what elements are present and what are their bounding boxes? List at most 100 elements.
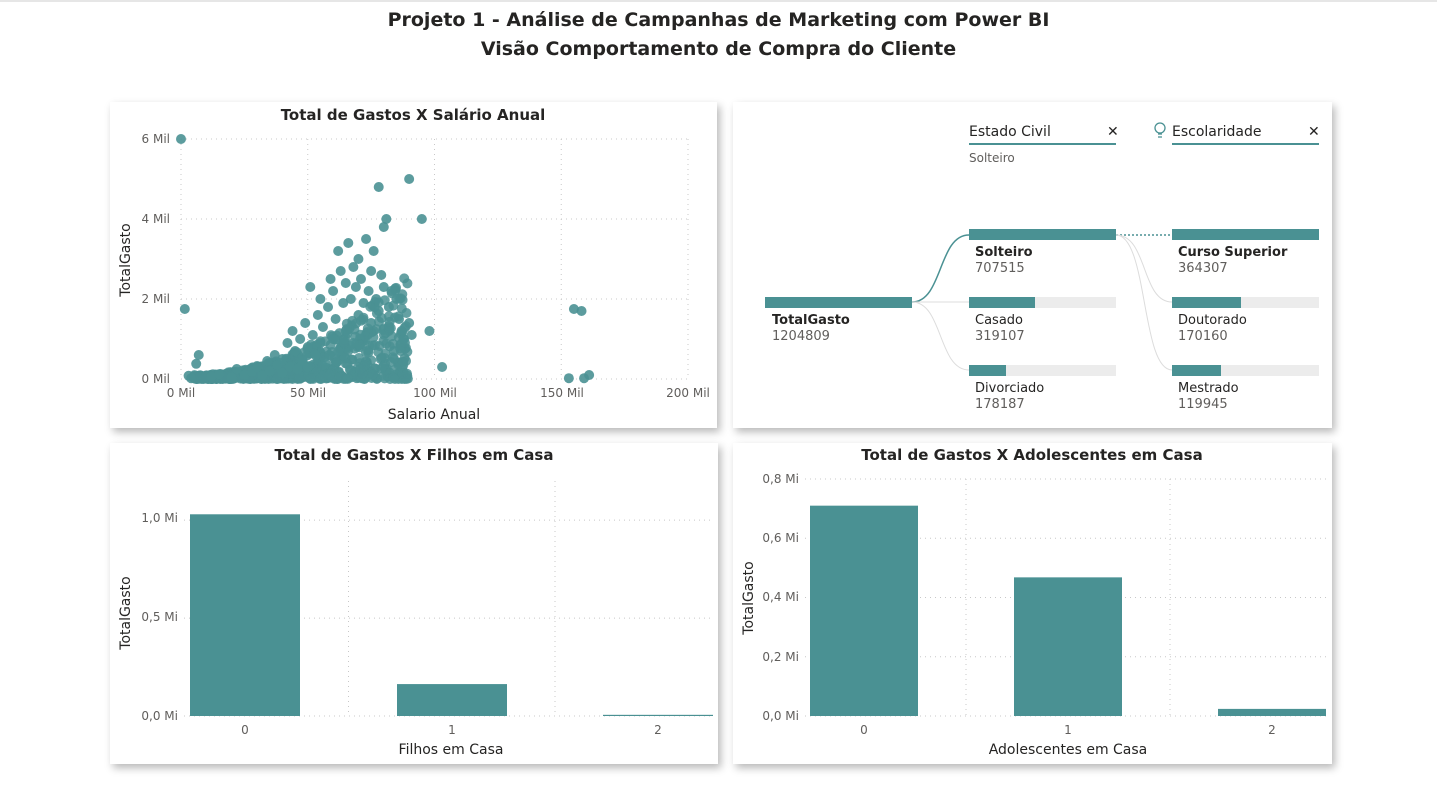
scatter-point[interactable]: [568, 304, 579, 314]
scatter-point[interactable]: [206, 371, 217, 382]
scatter-point[interactable]: [350, 282, 361, 292]
scatter-point[interactable]: [310, 350, 321, 360]
scatter-point[interactable]: [424, 326, 435, 336]
scatter-point[interactable]: [338, 337, 349, 348]
scatter-point[interactable]: [231, 364, 242, 374]
scatter-point[interactable]: [333, 346, 344, 356]
scatter-point[interactable]: [214, 369, 225, 380]
scatter-point[interactable]: [401, 307, 412, 318]
scatter-point[interactable]: [328, 334, 339, 344]
scatter-point[interactable]: [437, 362, 448, 372]
scatter-point[interactable]: [358, 298, 369, 308]
scatter-point[interactable]: [355, 274, 366, 284]
scatter-point[interactable]: [345, 294, 356, 304]
scatter-point[interactable]: [366, 266, 377, 276]
scatter-point[interactable]: [176, 134, 186, 144]
scatter-point[interactable]: [363, 286, 374, 296]
bar[interactable]: [190, 514, 300, 716]
scatter-point[interactable]: [333, 246, 344, 256]
scatter-point[interactable]: [371, 294, 382, 304]
root-bar[interactable]: [765, 297, 912, 308]
scatter-point[interactable]: [191, 358, 202, 369]
bar[interactable]: [810, 505, 918, 716]
scatter-point[interactable]: [391, 294, 402, 304]
scatter-point[interactable]: [317, 322, 328, 332]
scatter-point[interactable]: [342, 372, 353, 383]
scatter-point[interactable]: [576, 306, 587, 316]
scatter-point[interactable]: [294, 372, 305, 383]
adolescentes-chart-panel[interactable]: Total de Gastos X Adolescentes em Casa 0…: [733, 443, 1332, 764]
scatter-point[interactable]: [353, 254, 364, 264]
level1-bar-divorciado[interactable]: [969, 365, 1006, 376]
scatter-point[interactable]: [376, 270, 387, 280]
filhos-chart-panel[interactable]: Total de Gastos X Filhos em Casa 0,0 Mi …: [110, 443, 718, 764]
scatter-point[interactable]: [315, 338, 326, 348]
scatter-point[interactable]: [307, 330, 318, 340]
scatter-point[interactable]: [416, 214, 427, 224]
scatter-point[interactable]: [404, 318, 415, 328]
scatter-point[interactable]: [404, 174, 415, 184]
scatter-point[interactable]: [257, 370, 268, 381]
scatter-point[interactable]: [314, 373, 325, 384]
scatter-point[interactable]: [325, 274, 336, 284]
scatter-point[interactable]: [300, 318, 311, 328]
scatter-point[interactable]: [282, 338, 293, 348]
scatter-point[interactable]: [563, 373, 574, 384]
scatter-point[interactable]: [335, 266, 346, 276]
scatter-point[interactable]: [398, 356, 409, 367]
scatter-point[interactable]: [584, 370, 595, 380]
scatter-point[interactable]: [186, 373, 197, 384]
scatter-point[interactable]: [340, 326, 351, 336]
scatter-point[interactable]: [292, 364, 303, 374]
lightbulb-icon[interactable]: [1154, 122, 1166, 138]
scatter-point[interactable]: [341, 318, 352, 329]
scatter-point[interactable]: [368, 246, 379, 256]
scatter-point[interactable]: [388, 353, 399, 364]
scatter-point[interactable]: [361, 234, 372, 244]
scatter-point[interactable]: [378, 335, 389, 346]
scatter-point[interactable]: [324, 369, 335, 380]
scatter-point[interactable]: [406, 330, 417, 340]
scatter-point[interactable]: [277, 354, 288, 364]
scatter-point[interactable]: [360, 331, 371, 342]
scatter-point[interactable]: [315, 294, 326, 304]
scatter-point[interactable]: [348, 338, 359, 348]
scatter-point[interactable]: [386, 286, 397, 296]
level1-close-icon[interactable]: ✕: [1107, 124, 1119, 140]
scatter-point[interactable]: [295, 334, 306, 344]
filhos-chart[interactable]: Total de Gastos X Filhos em Casa 0,0 Mi …: [110, 443, 718, 764]
scatter-point[interactable]: [394, 314, 405, 324]
bar[interactable]: [397, 684, 507, 716]
scatter-point[interactable]: [252, 362, 263, 372]
scatter-point[interactable]: [384, 323, 395, 334]
bar[interactable]: [1218, 708, 1326, 716]
scatter-point[interactable]: [264, 366, 275, 376]
scatter-point[interactable]: [388, 346, 399, 356]
scatter-point[interactable]: [305, 373, 316, 384]
scatter-point[interactable]: [312, 310, 323, 320]
scatter-point[interactable]: [376, 352, 387, 363]
scatter-point[interactable]: [179, 304, 190, 314]
scatter-point[interactable]: [353, 310, 364, 320]
scatter-point[interactable]: [285, 362, 296, 372]
scatter-point[interactable]: [331, 357, 342, 368]
scatter-point[interactable]: [396, 326, 407, 336]
scatter-point[interactable]: [340, 278, 351, 288]
scatter-point[interactable]: [226, 372, 237, 383]
scatter-point[interactable]: [402, 278, 413, 289]
scatter-point[interactable]: [367, 369, 378, 380]
scatter-point[interactable]: [399, 334, 410, 344]
decomposition-tree-panel[interactable]: Estado Civil ✕ Solteiro Escolaridade ✕ T…: [733, 102, 1332, 428]
scatter-point[interactable]: [277, 368, 288, 378]
scatter-point[interactable]: [366, 318, 377, 328]
scatter-point[interactable]: [376, 363, 387, 374]
scatter-point[interactable]: [338, 298, 349, 308]
scatter-point[interactable]: [198, 373, 209, 384]
scatter-panel[interactable]: Total de Gastos X Salário Anual 0 Mil 2 …: [110, 102, 717, 428]
scatter-point[interactable]: [378, 282, 389, 292]
scatter-point[interactable]: [302, 342, 313, 352]
scatter-point[interactable]: [302, 362, 313, 372]
scatter-point[interactable]: [342, 358, 353, 369]
level2-close-icon[interactable]: ✕: [1308, 124, 1320, 140]
bar[interactable]: [603, 714, 713, 716]
